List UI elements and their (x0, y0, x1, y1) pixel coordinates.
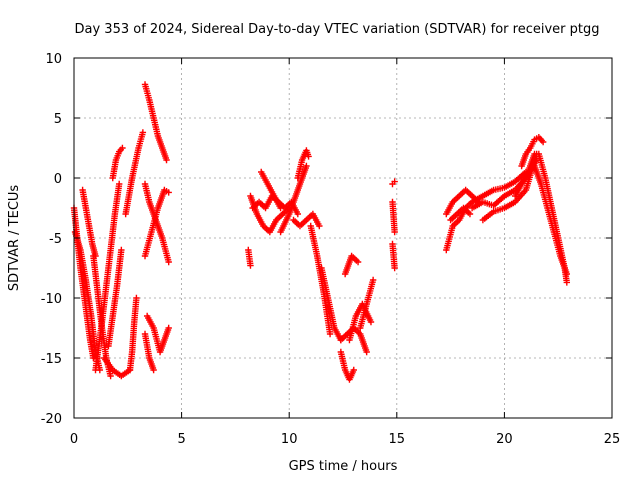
series-track-07 (109, 144, 126, 182)
data-point-marker (391, 264, 398, 272)
data-point-marker (316, 222, 323, 230)
data-point-marker (391, 178, 398, 185)
series-track-21 (294, 147, 312, 182)
chart-title: Day 353 of 2024, Sidereal Day-to-day VTE… (75, 22, 600, 37)
series-track-02 (71, 228, 104, 374)
series-track-25 (337, 348, 357, 383)
y-tick-label: 5 (54, 112, 62, 127)
y-tick-label: 0 (54, 172, 62, 187)
data-point-marker (126, 366, 134, 374)
data-point-marker (165, 324, 172, 332)
series-track-16 (245, 246, 254, 269)
data-point-marker (539, 138, 547, 146)
series-track-06 (92, 180, 123, 374)
data-point-marker (247, 262, 254, 269)
series-track-29 (357, 276, 377, 332)
x-tick-label: 15 (389, 432, 406, 447)
tick-labels: 0 5 10 15 20 25 -20 -15 -10 -5 0 5 10 (41, 52, 621, 447)
data-points (70, 81, 571, 383)
data-point-marker (563, 279, 571, 286)
series-track-22 (290, 210, 323, 230)
data-point-marker (277, 204, 284, 212)
y-tick-label: -20 (41, 412, 62, 427)
series-track-32 (389, 240, 398, 272)
data-point-marker (115, 180, 123, 188)
series-track-08 (122, 129, 147, 218)
series-track-42 (531, 162, 571, 278)
y-tick-label: 10 (45, 52, 62, 67)
y-tick-label: -10 (41, 292, 62, 307)
data-point-marker (90, 354, 97, 362)
x-axis-title: GPS time / hours (289, 459, 398, 474)
data-point-marker (350, 366, 357, 374)
data-point-marker (303, 162, 310, 170)
data-point-marker (363, 348, 370, 356)
x-tick-label: 25 (604, 432, 621, 447)
x-tick-label: 10 (281, 432, 298, 447)
grid-lines (74, 58, 612, 418)
series-track-40 (518, 134, 547, 170)
series-track-05 (100, 354, 134, 380)
data-point-marker (105, 342, 112, 350)
series-track-35 (447, 204, 474, 224)
data-point-marker (369, 276, 377, 284)
series-track-09 (105, 246, 125, 350)
series-track-10 (126, 294, 140, 374)
data-point-marker (107, 372, 114, 380)
data-point-marker (326, 330, 334, 338)
series-track-27 (341, 252, 362, 278)
series-track-14 (143, 312, 172, 356)
series-track-11 (141, 81, 170, 164)
series-track-30 (389, 178, 398, 188)
series-track-36 (468, 168, 530, 206)
data-point-marker (165, 189, 172, 196)
series-track-39 (511, 150, 538, 200)
data-point-marker (294, 210, 302, 218)
series-track-20 (277, 162, 310, 236)
axis-ticks (73, 57, 613, 419)
data-point-marker (391, 228, 398, 236)
series-track-31 (389, 198, 398, 236)
y-axis-title: SDTVAR / TECUs (7, 185, 22, 292)
y-tick-label: -15 (41, 352, 62, 367)
data-point-marker (163, 156, 170, 164)
series-track-13 (141, 186, 172, 260)
series-track-15 (141, 330, 157, 374)
data-point-marker (119, 144, 126, 152)
x-tick-label: 5 (177, 432, 185, 447)
x-tick-label: 0 (70, 432, 78, 447)
series-track-24 (318, 264, 345, 344)
data-point-marker (165, 258, 172, 266)
data-point-marker (563, 270, 571, 278)
data-point-marker (466, 210, 474, 218)
data-point-marker (367, 318, 375, 326)
data-point-marker (305, 153, 312, 160)
data-point-marker (139, 129, 147, 136)
x-tick-label: 20 (496, 432, 513, 447)
data-point-marker (354, 258, 362, 266)
data-point-marker (150, 366, 157, 374)
y-tick-label: -5 (49, 232, 62, 247)
series-track-19 (258, 168, 284, 212)
